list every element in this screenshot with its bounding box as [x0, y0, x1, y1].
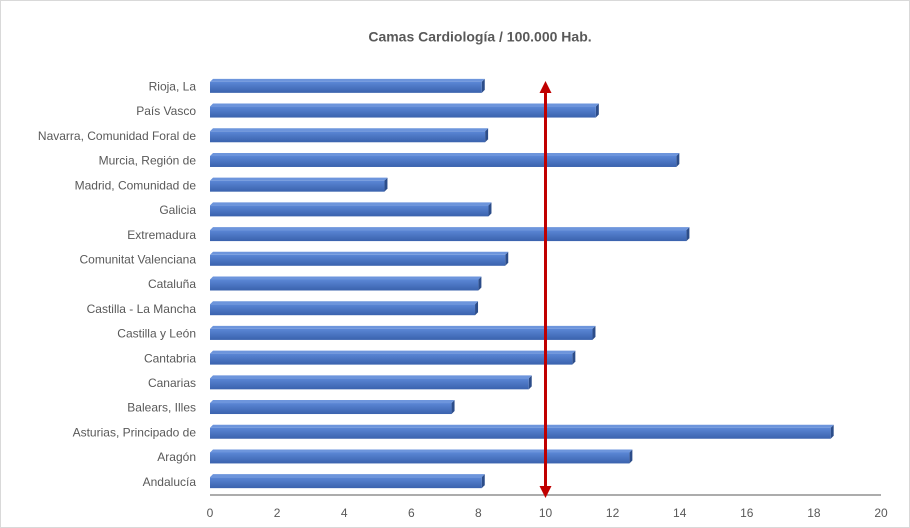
- x-tick-label: 4: [341, 506, 348, 520]
- bar-face: [210, 131, 486, 143]
- bar: [210, 103, 599, 118]
- bar-top: [210, 128, 489, 132]
- bar-face: [210, 254, 506, 266]
- bar: [210, 424, 834, 439]
- bar: [210, 251, 509, 266]
- x-tick-label: 8: [475, 506, 482, 520]
- bar: [210, 78, 485, 93]
- bar-face: [210, 427, 831, 439]
- bar-side: [528, 375, 532, 390]
- bar-side: [505, 251, 509, 266]
- bar-top: [210, 202, 492, 206]
- bar: [210, 202, 492, 217]
- bar-top: [210, 177, 388, 181]
- bar-face: [210, 452, 630, 464]
- bar-top: [210, 350, 576, 354]
- bar-face: [210, 353, 573, 365]
- chart-title: Camas Cardiología / 100.000 Hab.: [368, 29, 591, 45]
- y-tick-label: Aragón: [157, 450, 196, 464]
- bar-face: [210, 106, 596, 118]
- bar-side: [488, 202, 492, 217]
- bar-face: [210, 279, 479, 291]
- y-tick-label: Castilla - La Mancha: [87, 302, 197, 316]
- bar: [210, 128, 489, 143]
- bar-top: [210, 400, 455, 404]
- bar-face: [210, 403, 452, 415]
- bar-top: [210, 375, 532, 379]
- bar-top: [210, 152, 680, 156]
- x-tick-label: 18: [807, 506, 821, 520]
- y-tick-label: Galicia: [159, 203, 196, 217]
- y-tick-label: Madrid, Comunidad de: [75, 178, 197, 192]
- y-tick-label: Murcia, Región de: [99, 154, 197, 168]
- y-tick-label: Castilla y León: [117, 327, 196, 341]
- x-tick-label: 2: [274, 506, 281, 520]
- y-tick-label: Balears, Illes: [127, 401, 196, 415]
- y-tick-label: Canarias: [148, 376, 196, 390]
- bar-side: [676, 152, 680, 167]
- bar-side: [629, 449, 633, 464]
- bar-side: [384, 177, 388, 192]
- y-tick-label: Rioja, La: [149, 80, 197, 94]
- bar-side: [478, 276, 482, 291]
- bar-face: [210, 205, 489, 217]
- bar-top: [210, 276, 482, 280]
- y-tick-label: País Vasco: [136, 104, 196, 118]
- bar: [210, 449, 633, 464]
- bar-top: [210, 301, 479, 305]
- x-tick-label: 12: [606, 506, 620, 520]
- bar-top: [210, 474, 485, 478]
- y-tick-label: Comunitat Valenciana: [79, 252, 196, 266]
- x-tick-label: 10: [539, 506, 553, 520]
- bar: [210, 227, 690, 242]
- x-tick-label: 20: [874, 506, 888, 520]
- bar-face: [210, 328, 593, 340]
- y-tick-label: Navarra, Comunidad Foral de: [38, 129, 196, 143]
- bar-top: [210, 78, 485, 82]
- bar: [210, 152, 680, 167]
- bar-face: [210, 180, 385, 192]
- bar-top: [210, 449, 633, 453]
- bar: [210, 350, 576, 365]
- bar-side: [475, 301, 479, 316]
- y-tick-label: Andalucía: [143, 475, 197, 489]
- x-tick-label: 0: [207, 506, 214, 520]
- bar-side: [481, 78, 485, 93]
- bar-top: [210, 251, 509, 255]
- bar: [210, 177, 388, 192]
- bar: [210, 301, 479, 316]
- y-tick-label: Extremadura: [127, 228, 196, 242]
- bar: [210, 325, 596, 340]
- bar-side: [592, 325, 596, 340]
- bar-face: [210, 304, 476, 316]
- bar-side: [572, 350, 576, 365]
- y-tick-label: Cantabria: [144, 351, 196, 365]
- bar-face: [210, 230, 687, 242]
- bar-top: [210, 103, 599, 107]
- x-tick-label: 14: [673, 506, 687, 520]
- bar: [210, 276, 482, 291]
- bar-top: [210, 424, 834, 428]
- bar-top: [210, 227, 690, 231]
- bar-side: [485, 128, 489, 143]
- bar-side: [595, 103, 599, 118]
- bar: [210, 400, 455, 415]
- x-tick-label: 16: [740, 506, 754, 520]
- bar-top: [210, 325, 596, 329]
- x-tick-label: 6: [408, 506, 415, 520]
- bar-side: [686, 227, 690, 242]
- bar: [210, 474, 485, 489]
- bar-side: [481, 474, 485, 489]
- bar-side: [830, 424, 834, 439]
- bar-face: [210, 155, 677, 167]
- y-tick-label: Cataluña: [148, 277, 196, 291]
- bar: [210, 375, 532, 390]
- y-tick-label: Asturias, Principado de: [73, 425, 197, 439]
- bar-face: [210, 81, 482, 93]
- bar-side: [451, 400, 455, 415]
- bar-face: [210, 477, 482, 489]
- bar-face: [210, 378, 529, 390]
